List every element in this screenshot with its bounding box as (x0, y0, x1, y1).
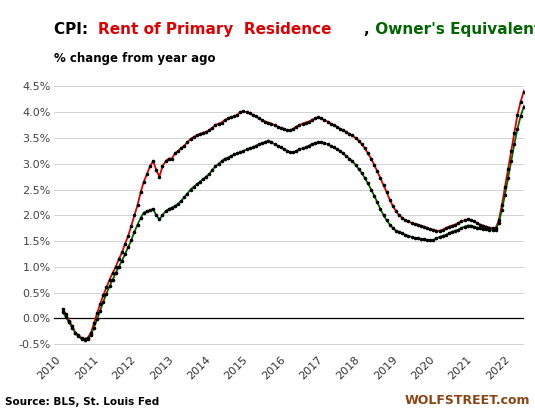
Text: Owner's Equivalent of Rent: Owner's Equivalent of Rent (370, 22, 535, 38)
Text: Source: BLS, St. Louis Fed: Source: BLS, St. Louis Fed (5, 397, 159, 407)
Text: ,: , (363, 22, 369, 38)
Text: % change from year ago: % change from year ago (54, 52, 215, 65)
Text: CPI:: CPI: (54, 22, 93, 38)
Text: Rent of Primary  Residence: Rent of Primary Residence (98, 22, 332, 38)
Text: WOLFSTREET.com: WOLFSTREET.com (404, 394, 530, 407)
